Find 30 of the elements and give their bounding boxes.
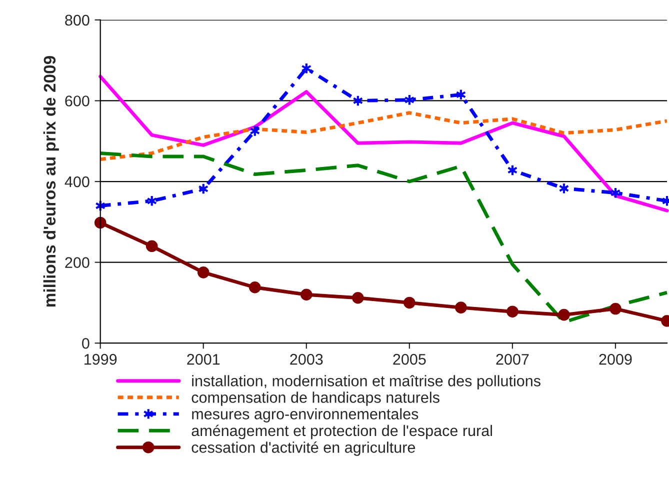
point — [146, 240, 158, 252]
point — [94, 216, 106, 229]
point — [455, 302, 467, 314]
y-tick-label: 400 — [64, 176, 90, 188]
y-tick-label: 200 — [65, 257, 90, 268]
y-axis-title: millions d'euros au prix de 2009 — [43, 56, 59, 307]
point — [300, 288, 312, 301]
point — [610, 302, 622, 315]
point — [248, 281, 261, 294]
x-tick-label: 2001 — [187, 354, 220, 365]
point — [197, 266, 210, 278]
y-tick-label: 600 — [65, 96, 90, 106]
line-series — [98, 111, 669, 162]
legend-label: cessation d'activité en agriculture — [192, 441, 416, 456]
x-tick-label: 2003 — [290, 354, 323, 365]
point — [506, 306, 518, 318]
legend-label: aménagement et protection de l'espace rural — [192, 424, 492, 440]
x-tick-label: 2009 — [599, 354, 632, 365]
point — [558, 308, 570, 321]
legend-label: compensation de handicaps naturels — [192, 392, 440, 406]
point — [404, 296, 416, 309]
y-tick-label: 0 — [82, 338, 90, 349]
x-tick-label: 2005 — [393, 354, 426, 365]
x-tick-label: 2007 — [496, 354, 529, 365]
y-tick-label: 800 — [65, 14, 90, 26]
legend-label: installation, modernisation et maîtrise des pollutions — [192, 375, 540, 390]
point — [352, 292, 364, 304]
legend-label: mesures agro-environnementales — [192, 408, 418, 422]
x-tick-label: 1999 — [84, 354, 117, 365]
line-series — [98, 152, 669, 324]
